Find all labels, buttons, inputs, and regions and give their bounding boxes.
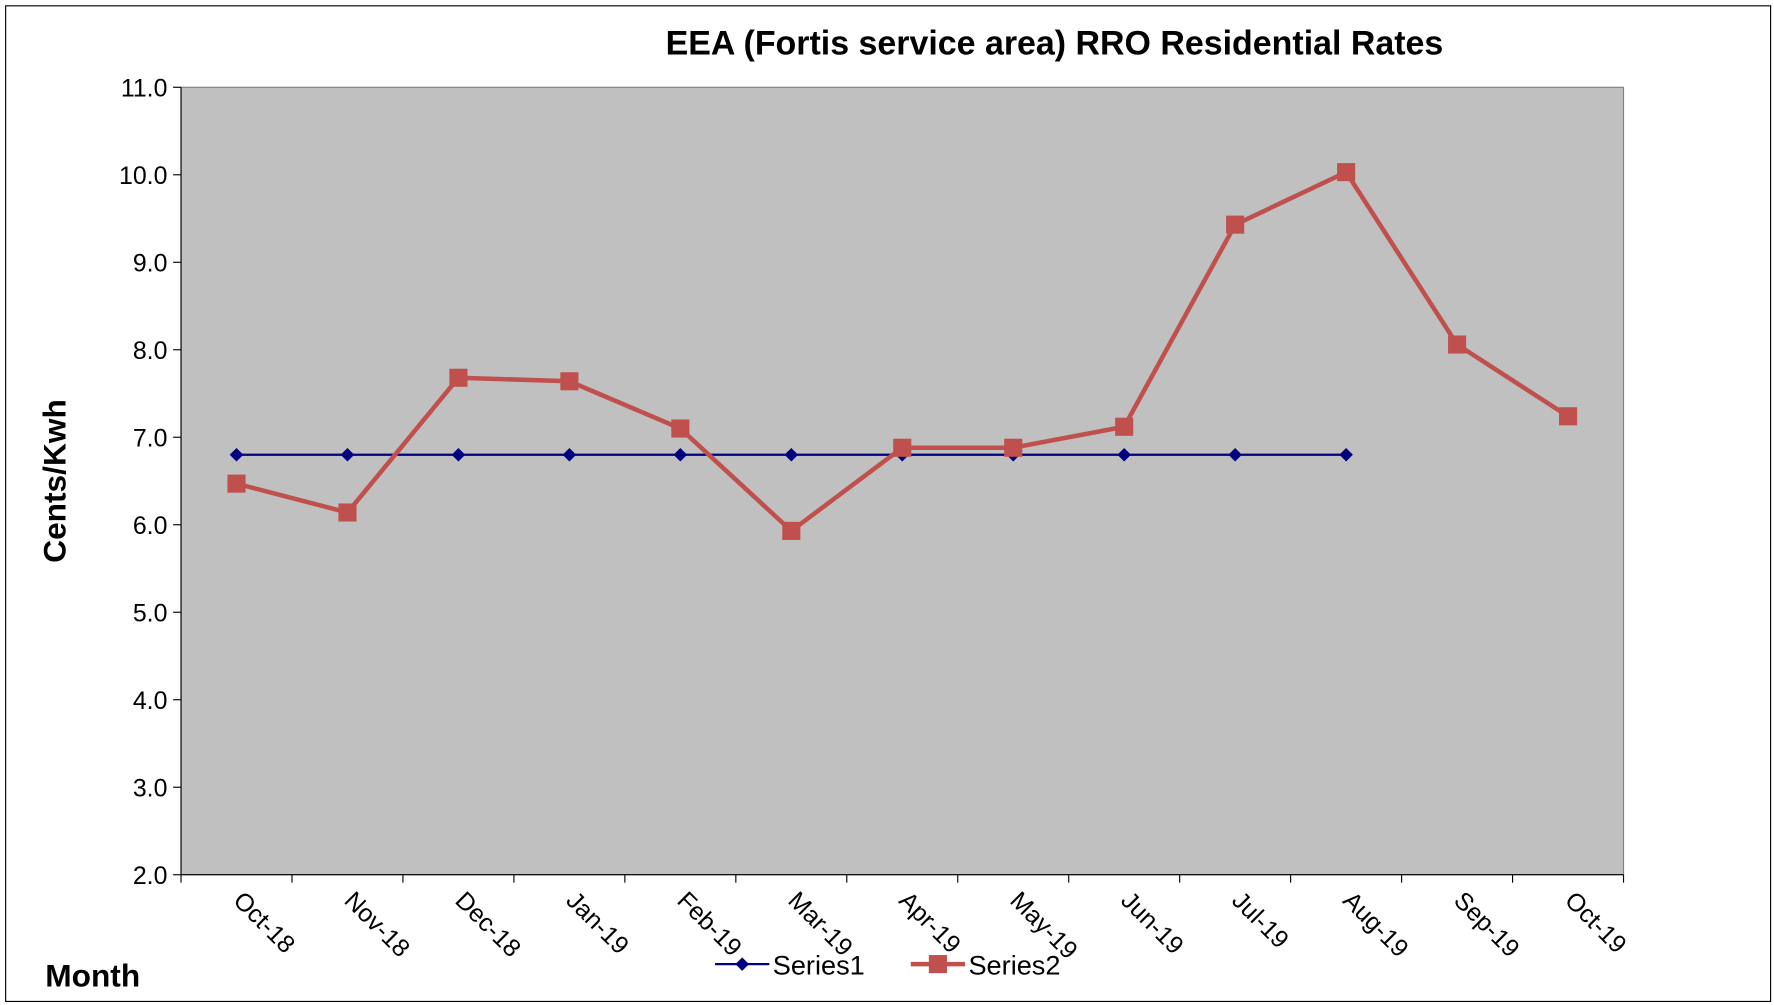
series-marker xyxy=(1226,215,1245,234)
plot-area xyxy=(180,86,1625,876)
series-marker xyxy=(227,474,246,493)
series-marker xyxy=(1339,447,1353,462)
legend-marker xyxy=(928,955,947,974)
series-marker xyxy=(229,447,244,462)
y-tick-label: 5.0 xyxy=(133,599,168,627)
series-marker xyxy=(562,447,577,462)
y-tick-label: 8.0 xyxy=(133,337,168,365)
series-marker xyxy=(1337,163,1356,182)
series-marker xyxy=(1115,417,1134,436)
series-marker xyxy=(1117,447,1131,462)
y-tick-label: 2.0 xyxy=(133,862,168,890)
series-marker xyxy=(1004,438,1023,457)
legend-label: Series1 xyxy=(773,949,865,980)
y-axis-title: Cents/Kwh xyxy=(37,399,73,563)
series-marker xyxy=(338,503,357,522)
series-marker xyxy=(782,521,801,540)
series-marker xyxy=(1448,335,1467,354)
y-tick-label: 7.0 xyxy=(133,424,168,452)
y-tick-label: 9.0 xyxy=(133,249,168,277)
chart-title: EEA (Fortis service area) RRO Residentia… xyxy=(666,24,1444,62)
series-marker xyxy=(560,372,579,391)
y-tick-label: 10.0 xyxy=(119,162,167,190)
legend-label: Series2 xyxy=(968,949,1060,980)
series-marker xyxy=(893,438,912,457)
series-marker xyxy=(449,368,468,387)
y-tick-label: 3.0 xyxy=(133,774,168,802)
y-tick-label: 11.0 xyxy=(121,74,168,102)
series-marker xyxy=(1228,447,1242,462)
series-marker xyxy=(784,447,799,462)
y-tick-label: 6.0 xyxy=(133,512,168,540)
y-tick-label: 4.0 xyxy=(133,687,168,715)
series-marker xyxy=(340,447,355,462)
series-marker xyxy=(1558,407,1578,426)
x-axis-title: Month xyxy=(45,958,140,994)
series-marker xyxy=(671,419,690,438)
series-marker xyxy=(451,447,466,462)
